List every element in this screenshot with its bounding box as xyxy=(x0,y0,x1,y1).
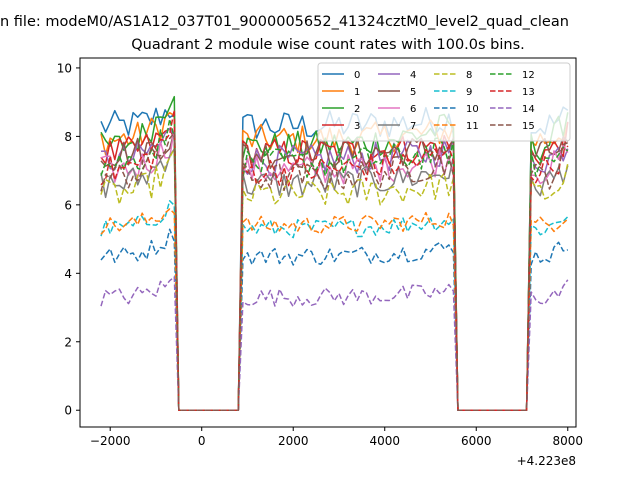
x-tick-label: 2000 xyxy=(278,434,309,448)
legend-label-14: 14 xyxy=(522,104,535,115)
legend-label-11: 11 xyxy=(466,121,479,132)
series-13-line xyxy=(100,109,569,411)
y-tick-label: 2 xyxy=(64,335,72,349)
legend-box xyxy=(317,62,571,142)
y-tick-label: 6 xyxy=(64,198,72,212)
legend-label-1: 1 xyxy=(354,87,360,98)
x-tick-label: 0 xyxy=(198,434,206,448)
legend-label-5: 5 xyxy=(410,87,416,98)
series-14-line xyxy=(100,276,569,411)
x-tick-label: −2000 xyxy=(90,434,131,448)
series-9-line xyxy=(100,200,569,411)
x-tick-label: 6000 xyxy=(461,434,492,448)
series-layer xyxy=(100,95,569,411)
legend-label-10: 10 xyxy=(466,104,479,115)
series-6-line xyxy=(100,127,569,411)
chart-title: Quadrant 2 module wise count rates with … xyxy=(131,37,525,53)
legend-label-2: 2 xyxy=(354,104,360,115)
figure-suptitle: n file: modeM0/AS1A12_037T01_9000005652_… xyxy=(0,14,569,30)
y-tick-label: 8 xyxy=(64,130,72,144)
legend-label-4: 4 xyxy=(410,70,416,81)
x-tick-label: 8000 xyxy=(552,434,583,448)
legend-label-6: 6 xyxy=(410,104,416,115)
legend-label-3: 3 xyxy=(354,121,360,132)
x-axis-ticks: −2000 0 2000 4000 6000 8000 xyxy=(90,427,583,448)
axes-frame xyxy=(79,57,577,428)
y-tick-label: 10 xyxy=(57,61,72,75)
legend-label-13: 13 xyxy=(522,87,535,98)
legend-label-15: 15 xyxy=(522,121,535,132)
series-4-line xyxy=(100,127,569,411)
series-8-line xyxy=(100,147,569,411)
x-tick-label: 4000 xyxy=(369,434,400,448)
legend-label-12: 12 xyxy=(522,70,535,81)
axes-border xyxy=(79,57,577,428)
y-axis-ticks: 0 2 4 6 8 10 xyxy=(57,61,80,418)
y-tick-label: 4 xyxy=(64,267,72,281)
y-tick-label: 0 xyxy=(64,404,72,418)
legend-label-8: 8 xyxy=(466,70,472,81)
series-10-line xyxy=(100,228,568,411)
legend-label-0: 0 xyxy=(354,70,360,81)
legend-label-9: 9 xyxy=(466,87,472,98)
series-15-line xyxy=(100,131,569,411)
series-11-line xyxy=(100,208,569,411)
x-axis-offset-label: +4.223e8 xyxy=(517,454,576,468)
legend-label-7: 7 xyxy=(410,121,416,132)
series-12-line xyxy=(100,118,569,411)
